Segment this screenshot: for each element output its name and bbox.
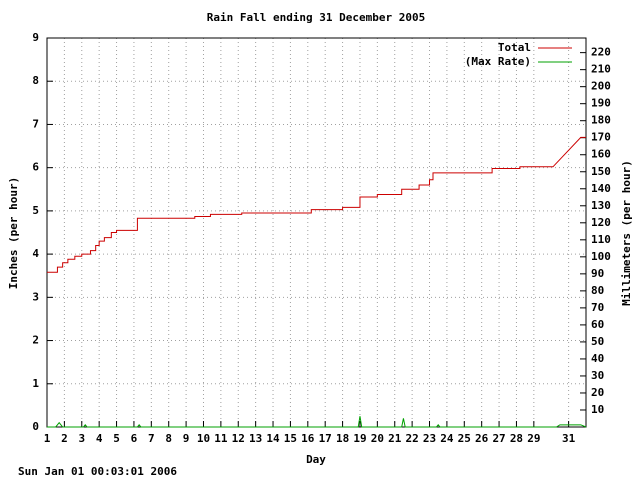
y-axis-label: Inches (per hour) [7,177,20,290]
x-tick-label: 9 [183,432,190,445]
y-tick-label: 3 [32,290,39,303]
x-tick-label: 15 [284,432,297,445]
y-tick-label: 9 [32,31,39,44]
x-tick-label: 7 [148,432,155,445]
y-tick-label: 1 [32,377,39,390]
x-tick-label: 19 [353,432,366,445]
y2-tick-label: 80 [591,284,604,297]
y2-tick-label: 90 [591,267,604,280]
x-tick-label: 5 [113,432,120,445]
y2-tick-label: 120 [591,216,611,229]
x-tick-label: 11 [214,432,228,445]
x-tick-label: 13 [249,432,262,445]
x-tick-label: 17 [319,432,332,445]
y2-tick-label: 60 [591,318,604,331]
y2-tick-label: 10 [591,403,604,416]
y-tick-label: 8 [32,74,39,87]
y2-tick-label: 220 [591,46,611,59]
plot-frame [46,37,587,428]
x-tick-label: 3 [78,432,85,445]
y-tick-label: 2 [32,334,39,347]
x-tick-label: 2 [61,432,68,445]
legend-label: Total [498,41,531,54]
x-tick-label: 14 [266,432,280,445]
timestamp: Sun Jan 01 00:03:01 2006 [18,465,177,478]
y2-tick-label: 190 [591,97,611,110]
x-tick-label: 26 [475,432,489,445]
x-tick-label: 18 [336,432,349,445]
x-tick-label: 28 [510,432,523,445]
y2-tick-label: 40 [591,352,604,365]
y2-tick-label: 170 [591,131,611,144]
y2-tick-label: 140 [591,182,611,195]
x-tick-label: 8 [165,432,172,445]
x-tick-label: 27 [492,432,505,445]
y2-tick-label: 50 [591,335,604,348]
legend-label: (Max Rate) [465,55,531,68]
x-axis-label: Day [306,453,326,466]
y-tick-label: 0 [32,420,39,433]
y2-tick-label: 100 [591,250,611,263]
x-tick-label: 20 [371,432,384,445]
y2-tick-label: 110 [591,233,611,246]
chart-title: Rain Fall ending 31 December 2005 [207,11,426,24]
data-line [47,136,586,273]
y2-tick-label: 200 [591,80,611,93]
x-tick-label: 24 [440,432,454,445]
y2-tick-label: 180 [591,114,611,127]
y2-tick-label: 130 [591,199,611,212]
y2-tick-label: 30 [591,369,604,382]
x-tick-label: 1 [44,432,51,445]
x-tick-label: 4 [96,432,103,445]
x-tick-label: 22 [406,432,419,445]
x-tick-label: 6 [131,432,138,445]
y2-tick-label: 150 [591,165,611,178]
x-tick-label: 29 [527,432,540,445]
y-tick-label: 7 [32,117,39,130]
x-tick-label: 23 [423,432,436,445]
y2-axis-label: Millimeters (per hour) [620,160,633,306]
x-tick-label: 25 [458,432,471,445]
x-tick-label: 31 [562,432,576,445]
y2-tick-label: 20 [591,386,604,399]
data-line [47,416,587,428]
y2-tick-label: 210 [591,63,611,76]
x-tick-label: 10 [197,432,210,445]
x-tick-label: 12 [232,432,245,445]
y-tick-label: 4 [32,247,39,260]
x-tick-label: 21 [388,432,402,445]
y2-tick-label: 70 [591,301,604,314]
y-tick-label: 6 [32,161,39,174]
y2-tick-label: 160 [591,148,611,161]
x-tick-label: 16 [301,432,315,445]
y-tick-label: 5 [32,204,39,217]
